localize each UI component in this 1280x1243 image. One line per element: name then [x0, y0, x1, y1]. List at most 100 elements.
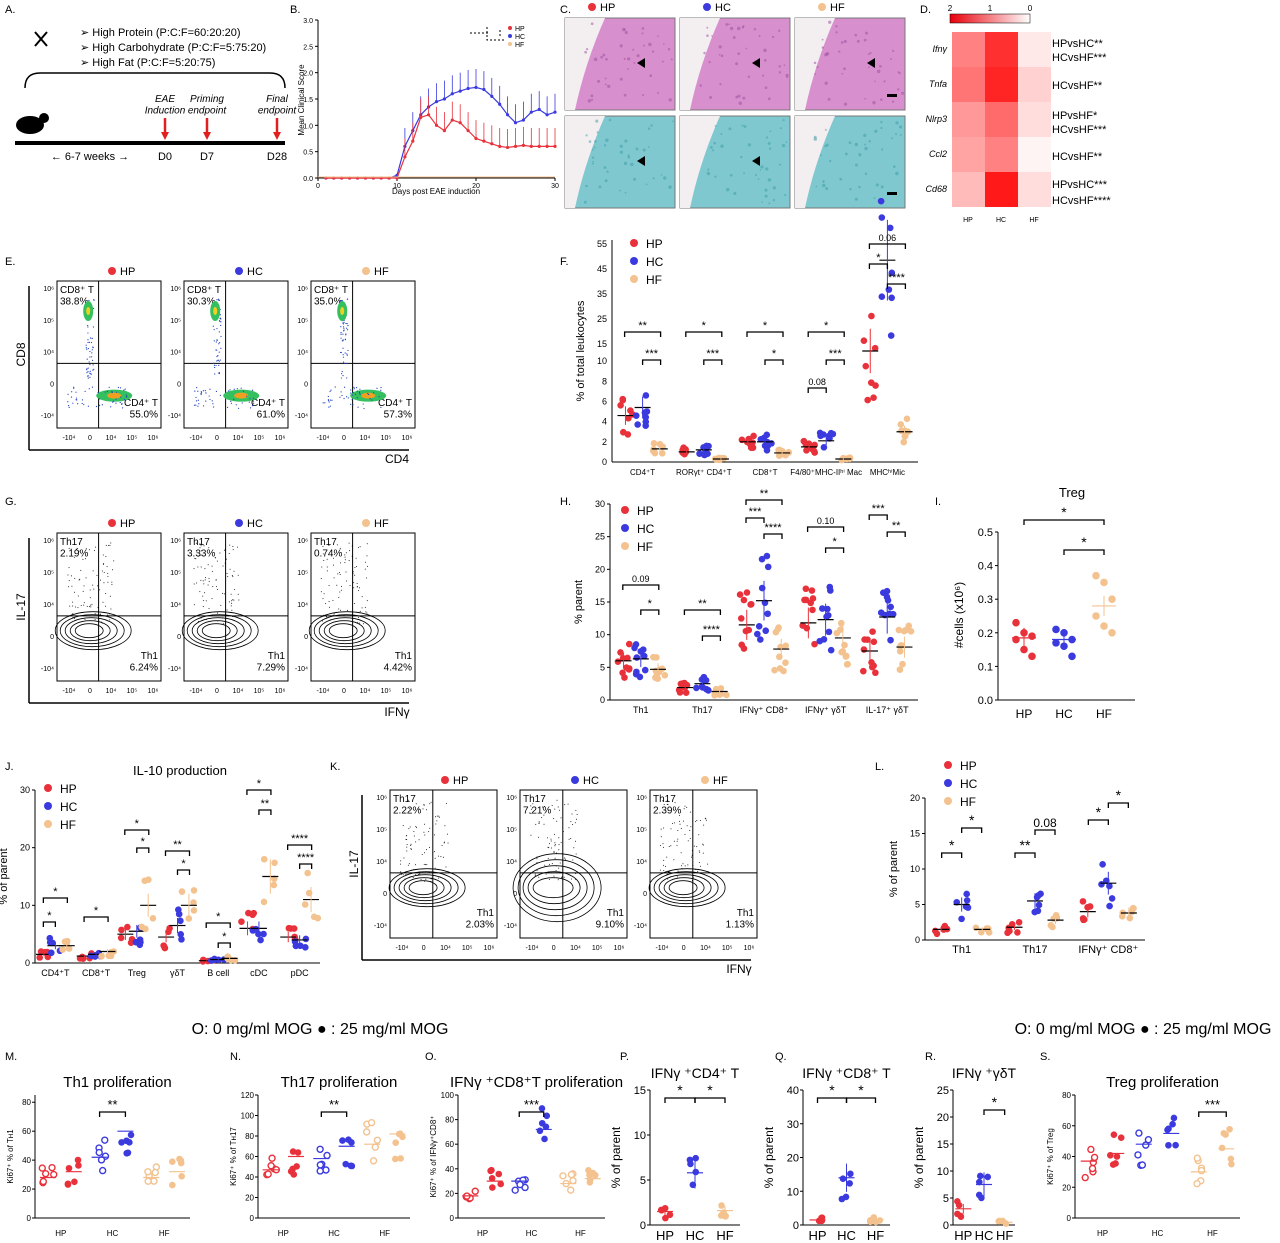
legend-label: HC	[646, 255, 664, 269]
stat-label: ****	[703, 624, 721, 636]
event-day: D28	[267, 151, 287, 163]
event-dot	[359, 393, 361, 395]
contour-line	[403, 877, 445, 899]
event-dot	[666, 873, 668, 875]
event-dot	[72, 601, 74, 603]
cell-nucleus	[778, 29, 781, 33]
data-point	[838, 1195, 846, 1203]
axis-tick-label: -10⁴	[316, 688, 329, 695]
cell-nucleus	[863, 38, 867, 42]
event-dot	[341, 585, 343, 587]
data-point	[117, 934, 125, 942]
event-dot	[678, 814, 680, 816]
data-point	[567, 1186, 575, 1194]
contour-line	[512, 853, 602, 923]
series-point	[458, 121, 462, 125]
event-dot	[380, 406, 382, 409]
series-point	[506, 145, 510, 150]
legend-label: HC	[715, 2, 731, 14]
data-point	[736, 591, 744, 598]
y-tick-label: 2	[602, 437, 607, 447]
contour-line	[408, 880, 438, 896]
data-point	[871, 344, 879, 352]
event-dot	[415, 874, 417, 876]
series-point	[411, 139, 415, 143]
event-dot	[329, 405, 331, 407]
event-dot	[341, 340, 343, 342]
event-dot	[429, 803, 431, 805]
data-point	[860, 667, 867, 675]
event-dot	[329, 399, 332, 401]
event-dot	[211, 400, 213, 402]
cell-nucleus	[779, 163, 782, 166]
event-dot	[673, 859, 675, 861]
event-dot	[410, 843, 412, 845]
column-label: HP	[963, 217, 973, 224]
event-dot	[343, 386, 346, 388]
y-tick-label: 2.5	[303, 44, 313, 51]
stat-label: *	[1116, 787, 1122, 803]
data-point	[653, 671, 661, 678]
data-point	[817, 432, 824, 440]
event-dot	[430, 801, 432, 803]
data-point	[976, 1172, 984, 1180]
data-point	[955, 1201, 963, 1209]
event-dot	[425, 809, 427, 811]
cell-nucleus	[840, 41, 844, 44]
category-label: IL-17⁺ γδT	[866, 705, 909, 715]
stat-label: ****	[764, 522, 782, 534]
data-point	[292, 942, 300, 950]
data-point	[1113, 1153, 1121, 1160]
event-dot	[346, 329, 349, 331]
event-dot	[687, 840, 689, 842]
event-dot	[352, 394, 354, 396]
event-dot	[120, 396, 122, 398]
event-dot	[89, 337, 92, 339]
event-dot	[202, 405, 205, 407]
event-dot	[90, 341, 93, 344]
axis-tick-label: -10⁴	[168, 413, 181, 420]
stat-label: *	[832, 536, 837, 548]
stat-label: *	[53, 886, 58, 898]
event-dot	[242, 390, 244, 392]
cell-nucleus	[619, 44, 623, 48]
data-point	[585, 1167, 592, 1174]
event-dot	[107, 614, 109, 616]
data-point	[870, 662, 877, 669]
data-point	[1012, 635, 1020, 644]
y-tick-label: 0	[1067, 1214, 1072, 1223]
cell-nucleus	[898, 125, 903, 129]
data-point	[984, 1173, 992, 1181]
cell-nucleus	[735, 95, 739, 99]
event-dot	[340, 391, 342, 393]
data-point	[975, 1191, 983, 1199]
cell-nucleus	[627, 155, 631, 159]
event-dot	[73, 387, 75, 389]
event-dot	[558, 837, 560, 839]
stat-label: *	[763, 320, 768, 332]
data-point	[257, 936, 264, 944]
event-dot	[551, 805, 553, 807]
chart-title: IL-10 production	[133, 763, 227, 778]
y-axis-label: Ki67⁺ % of Tʜ17	[229, 1127, 238, 1186]
data-point	[1014, 929, 1021, 936]
axis-tick-label: 10⁵	[722, 945, 733, 952]
cell-nucleus	[900, 91, 905, 95]
stat-bracket	[83, 916, 109, 922]
cell-nucleus	[849, 187, 852, 191]
event-dot	[538, 822, 540, 824]
stat-label: ***	[645, 348, 659, 360]
stat-bracket	[807, 331, 845, 337]
data-point	[877, 197, 885, 205]
event-label: Priming endpoint	[188, 94, 228, 117]
event-dot	[544, 864, 546, 866]
legend-marker	[630, 257, 638, 265]
y-tick-label: 20	[937, 1112, 949, 1124]
arrowhead-icon	[752, 156, 760, 166]
event-dot	[322, 553, 324, 555]
axis-tick-label: 10⁴	[440, 945, 451, 952]
event-dot	[214, 366, 216, 369]
